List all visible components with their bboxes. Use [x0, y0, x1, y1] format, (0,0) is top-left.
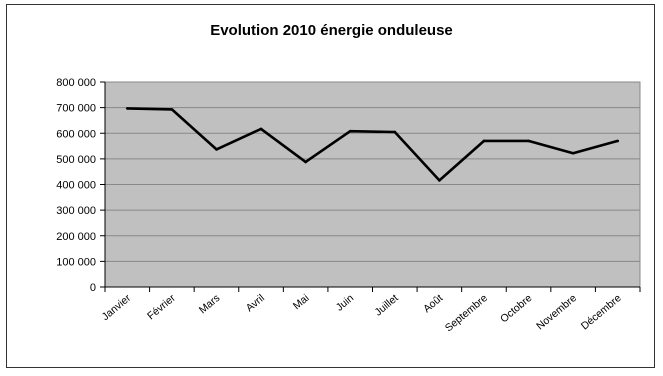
x-tick-label: Septembre	[443, 292, 490, 334]
data-point	[571, 151, 575, 155]
y-tick-label: 700 000	[56, 103, 96, 115]
y-tick-label: 800 000	[56, 77, 96, 89]
data-point	[215, 148, 218, 151]
x-tick-label: Mars	[197, 292, 223, 316]
x-tick-label: Novembre	[534, 292, 579, 332]
data-point	[304, 160, 307, 164]
x-tick-label: Mai	[291, 292, 312, 312]
x-tick-label: Février	[145, 292, 178, 323]
y-tick-label: 500 000	[56, 154, 96, 166]
data-point	[616, 139, 620, 143]
data-point	[348, 129, 352, 133]
y-tick-label: 200 000	[56, 231, 96, 243]
y-tick-label: 100 000	[56, 256, 96, 268]
x-tick-label: Juillet	[372, 292, 400, 319]
chart-title: Evolution 2010 énergie onduleuse	[210, 22, 453, 39]
x-tick-label: Janvier	[100, 292, 134, 323]
data-point	[259, 127, 263, 131]
y-tick-label: 400 000	[56, 180, 96, 192]
x-tick-label: Août	[421, 292, 445, 315]
x-tick-label: Octobre	[498, 292, 534, 325]
data-point	[438, 179, 441, 182]
data-point	[527, 139, 530, 143]
x-tick-label: Avril	[244, 292, 267, 314]
x-tick-label: Juin	[334, 292, 357, 314]
y-tick-label: 0	[90, 282, 96, 294]
x-tick-label: Décembre	[579, 292, 624, 332]
series-line	[127, 107, 619, 182]
data-point	[482, 139, 486, 143]
data-point	[170, 108, 174, 111]
data-point	[393, 130, 397, 134]
data-point	[125, 107, 129, 110]
y-tick-label: 600 000	[56, 128, 96, 140]
y-tick-label: 300 000	[56, 205, 96, 217]
